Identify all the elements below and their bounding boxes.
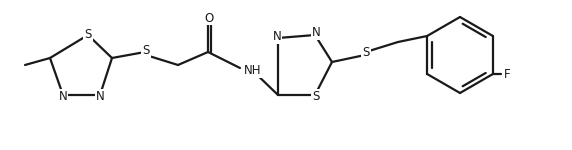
Text: N: N [96,90,104,102]
Text: O: O [204,12,213,24]
Text: F: F [503,68,510,81]
Text: N: N [58,90,67,102]
Text: N: N [312,27,320,39]
Text: S: S [84,27,92,40]
Text: S: S [312,90,320,102]
Text: S: S [362,46,370,60]
Text: NH: NH [244,64,261,78]
Text: S: S [142,45,150,57]
Text: N: N [273,30,281,44]
